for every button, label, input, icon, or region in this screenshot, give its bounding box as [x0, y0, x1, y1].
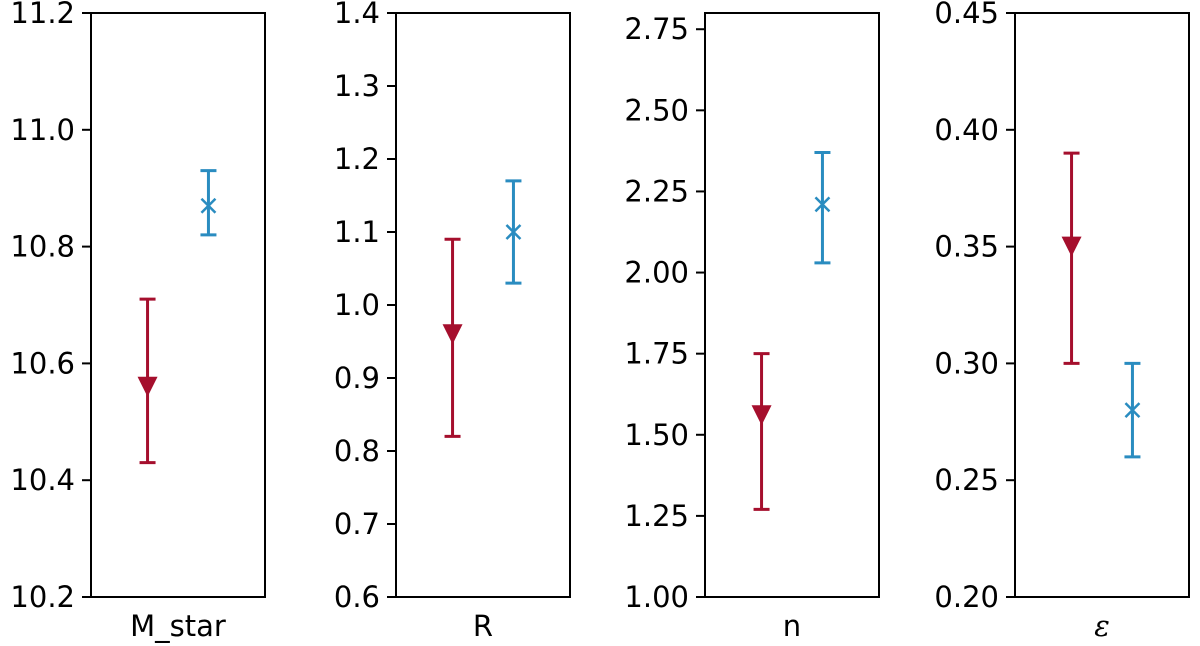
y-tick-label: 0.40 [934, 113, 999, 147]
y-tick-label: 0.35 [934, 230, 999, 264]
y-tick-label: 10.2 [10, 580, 75, 614]
y-tick-label: 2.50 [624, 93, 689, 127]
y-tick-label: 1.00 [624, 580, 689, 614]
x-axis-label: M_star [130, 609, 226, 643]
y-tick-label: 0.45 [934, 0, 999, 30]
y-tick-label: 1.0 [334, 288, 380, 322]
data-point-x [1124, 361, 1141, 459]
data-point-triangle-down [1061, 151, 1082, 365]
y-tick-label: 11.2 [10, 0, 75, 30]
y-tick-label: 0.8 [334, 434, 380, 468]
y-tick-label: 1.2 [334, 142, 380, 176]
panel-1: 10.2 10.4 10.6 10.8 11.0 11.2 M_star [10, 0, 266, 643]
panel-3: 1.00 1.25 1.50 1.75 2.00 2.25 2.50 2.75 n [624, 12, 880, 643]
x-axis-label: R [473, 609, 493, 643]
y-tick-label: 2.00 [624, 256, 689, 290]
y-tick-label: 0.30 [934, 346, 999, 380]
triangle-marker [137, 376, 158, 397]
y-tick-label: 0.20 [934, 580, 999, 614]
x-marker-stroke [505, 224, 522, 240]
y-tick-label: 1.25 [624, 499, 689, 533]
triangle-marker [442, 324, 463, 345]
y-tick-label: 1.75 [624, 337, 689, 371]
x-marker-stroke [814, 196, 831, 213]
y-tick-label: 1.3 [334, 69, 380, 103]
axes-frame [90, 12, 266, 598]
data-point-x [505, 179, 522, 285]
y-tick-label: 1.50 [624, 418, 689, 452]
x-marker-stroke [200, 197, 217, 214]
triangle-marker [1061, 236, 1082, 257]
axes-frame [704, 12, 880, 598]
y-tick-label: 0.9 [334, 361, 380, 395]
axes-frame [395, 12, 571, 598]
x-marker-stroke [1124, 402, 1141, 419]
y-tick-label: 10.6 [10, 346, 75, 380]
axes-frame [1014, 12, 1190, 598]
y-tick-label: 0.25 [934, 463, 999, 497]
data-point-triangle-down [137, 297, 158, 465]
y-tick-label: 10.8 [10, 230, 75, 264]
y-tick-label: 2.75 [624, 12, 689, 46]
x-axis-label: ε [1094, 609, 1110, 643]
data-point-triangle-down [751, 352, 772, 511]
y-tick-label: 0.7 [334, 507, 380, 541]
triangle-marker [751, 405, 772, 426]
panel-4: 0.20 0.25 0.30 0.35 0.40 0.45 ε [934, 0, 1190, 643]
y-tick-label: 0.6 [334, 580, 380, 614]
y-tick-label: 11.0 [10, 113, 75, 147]
y-tick-label: 1.1 [334, 215, 380, 249]
data-point-x [814, 151, 831, 265]
y-tick-label: 10.4 [10, 463, 75, 497]
panel-2: 0.6 0.7 0.8 0.9 1.0 1.1 1.2 1.3 1.4 R [334, 0, 571, 643]
x-axis-label: n [783, 609, 801, 643]
data-point-triangle-down [442, 237, 463, 438]
y-tick-label: 2.25 [624, 174, 689, 208]
data-point-x [200, 169, 217, 237]
y-tick-label: 1.4 [334, 0, 380, 30]
